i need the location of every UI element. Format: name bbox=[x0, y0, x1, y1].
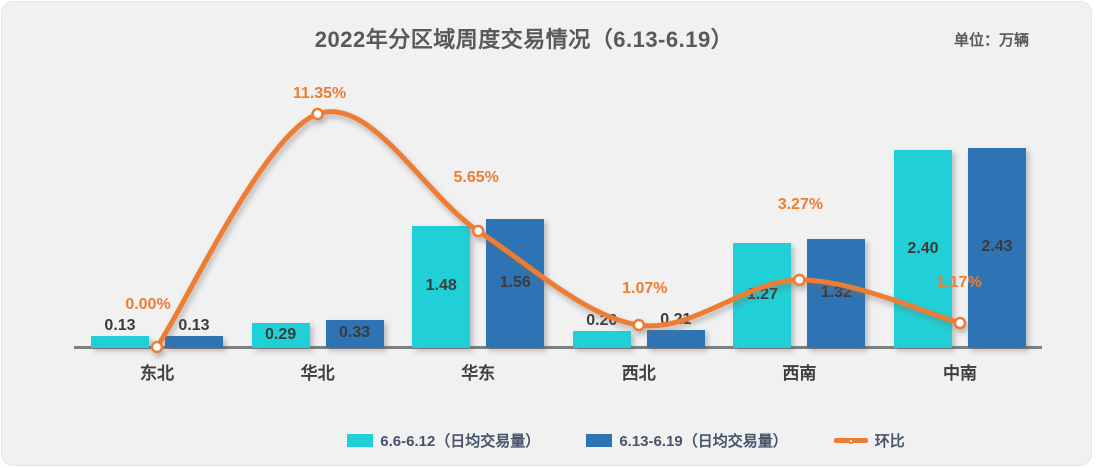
bar-series2-东北[interactable] bbox=[165, 336, 223, 348]
ratio-marker-华东[interactable] bbox=[471, 224, 485, 238]
ratio-marker-华北[interactable] bbox=[311, 107, 324, 121]
legend-swatch-week2-icon bbox=[586, 434, 613, 447]
bar-value-label: 1.32 bbox=[820, 283, 852, 301]
bar-value-label: 2.40 bbox=[907, 239, 939, 257]
unit-label: 单位：万辆 bbox=[953, 32, 1029, 49]
ratio-value-label: 3.27% bbox=[777, 195, 824, 213]
legend-swatch-week1-icon bbox=[347, 434, 374, 447]
chart-title: 2022年分区域周度交易情况（6.13-6.19） bbox=[314, 27, 734, 52]
bar-value-label: 0.13 bbox=[104, 317, 136, 335]
bar-series1-东北[interactable] bbox=[91, 336, 149, 348]
legend: 6.6-6.12（日均交易量） 6.13-6.19（日均交易量） 环比 bbox=[76, 430, 1100, 451]
legend-line-dot-icon bbox=[847, 437, 854, 444]
legend-item-week2[interactable]: 6.13-6.19（日均交易量） bbox=[586, 430, 788, 451]
bar-value-label: 0.21 bbox=[660, 310, 692, 328]
legend-item-week1[interactable]: 6.6-6.12（日均交易量） bbox=[347, 430, 540, 451]
bar-value-label: 1.56 bbox=[499, 274, 531, 292]
bar-value-label: 1.48 bbox=[425, 277, 457, 295]
ratio-marker-东北[interactable] bbox=[150, 340, 164, 354]
x-axis-label-东北: 东北 bbox=[140, 364, 174, 383]
x-axis-label-华东: 华东 bbox=[461, 364, 496, 383]
ratio-value-label: 1.17% bbox=[936, 274, 982, 291]
x-axis-label-西南: 西南 bbox=[782, 364, 817, 383]
ratio-value-label: 1.07% bbox=[622, 280, 668, 297]
legend-label-ratio: 环比 bbox=[874, 433, 905, 450]
legend-label-week2: 6.13-6.19（日均交易量） bbox=[619, 433, 788, 450]
bar-value-label: 0.29 bbox=[265, 326, 297, 344]
legend-label-week1: 6.6-6.12（日均交易量） bbox=[380, 433, 541, 450]
x-axis-label-西北: 西北 bbox=[621, 364, 656, 383]
legend-line-marker-icon bbox=[833, 437, 868, 444]
bar-value-label: 1.27 bbox=[746, 285, 778, 303]
ratio-value-label: 0.00% bbox=[125, 296, 171, 313]
bar-value-label: 0.13 bbox=[178, 317, 210, 335]
ratio-value-label: 5.65% bbox=[453, 169, 499, 186]
bar-series1-西北[interactable] bbox=[572, 330, 631, 348]
bar-value-label: 0.33 bbox=[339, 324, 371, 342]
bar-series2-中南[interactable] bbox=[968, 147, 1026, 348]
bar-value-label: 2.43 bbox=[981, 238, 1013, 256]
ratio-marker-西南[interactable] bbox=[793, 273, 806, 287]
ratio-marker-中南[interactable] bbox=[953, 316, 967, 330]
x-axis-label-中南: 中南 bbox=[943, 364, 977, 383]
ratio-marker-西北[interactable] bbox=[632, 318, 646, 332]
legend-item-ratio[interactable]: 环比 bbox=[833, 430, 905, 451]
ratio-value-label: 11.35% bbox=[292, 85, 347, 102]
bar-value-label: 0.20 bbox=[586, 311, 618, 329]
bar-series2-西北[interactable] bbox=[646, 329, 705, 348]
x-axis-label-华北: 华北 bbox=[300, 364, 335, 383]
